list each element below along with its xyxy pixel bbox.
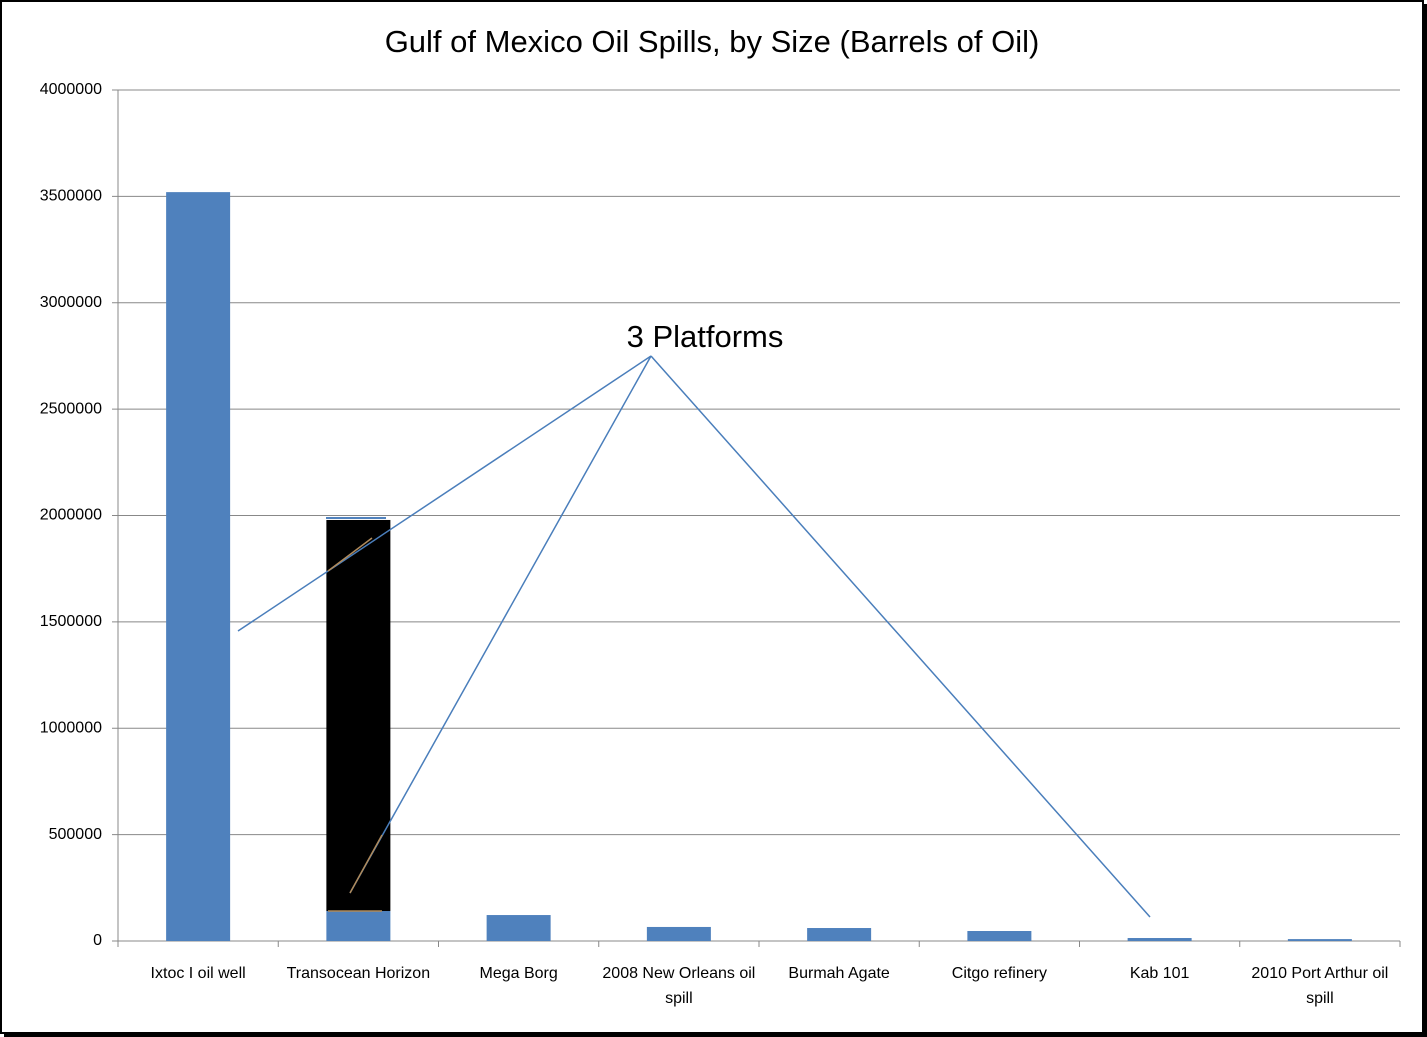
y-tick-label: 3500000	[40, 188, 102, 205]
bar	[1127, 938, 1192, 941]
y-tick-label: 2500000	[40, 400, 102, 417]
chart-title: Gulf of Mexico Oil Spills, by Size (Barr…	[385, 24, 1040, 59]
x-tick-label: Mega Borg	[479, 965, 558, 982]
callout-line	[650, 355, 1151, 918]
annotation: 3 Platforms	[627, 319, 784, 354]
x-tick-label: Ixtoc I oil well	[150, 965, 246, 982]
x-tick-label: Citgo refinery	[951, 965, 1047, 982]
x-tick-label: Transocean Horizon	[286, 965, 431, 982]
bar	[807, 928, 872, 941]
bar	[486, 915, 551, 941]
annotation-lines	[237, 355, 1151, 918]
overlay-line	[327, 537, 373, 572]
x-tick-label: 2008 New Orleans oil spill	[602, 965, 756, 1007]
shadow	[1423, 4, 1427, 1037]
bar	[646, 926, 711, 941]
y-tick-label: 4000000	[40, 81, 102, 98]
bar	[1287, 939, 1352, 941]
bar	[326, 519, 391, 912]
bar	[967, 931, 1032, 941]
shadow	[4, 1033, 1427, 1037]
x-tick-label: 2010 Port Arthur oil spill	[1251, 965, 1389, 1007]
bar	[166, 192, 231, 941]
y-tick-label: 3000000	[40, 294, 102, 311]
x-tick-label: Kab 101	[1129, 965, 1190, 982]
plot-area: 0 500000 1000000 1500000 2000000 2500000 30000…	[40, 81, 1401, 949]
overlay-line	[349, 834, 383, 894]
y-tick-label: 1000000	[40, 719, 102, 736]
y-tick-label: 0	[93, 932, 102, 949]
y-tick-label: 500000	[49, 826, 102, 843]
bar	[326, 911, 391, 941]
y-tick-label: 1500000	[40, 613, 102, 630]
x-tick-label: Burmah Agate	[788, 965, 890, 982]
overlay-lines	[327, 537, 383, 912]
y-tick-label: 2000000	[40, 507, 102, 524]
